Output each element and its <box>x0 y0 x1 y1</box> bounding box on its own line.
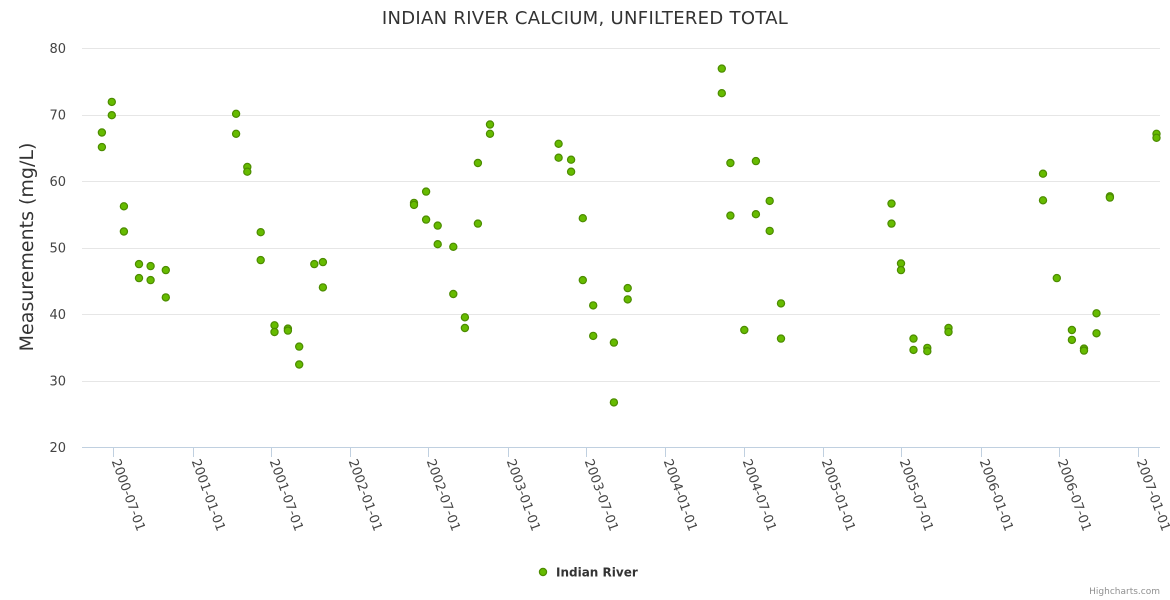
data-point[interactable] <box>231 109 241 119</box>
data-point[interactable] <box>909 334 918 343</box>
data-point[interactable] <box>887 219 896 228</box>
data-point[interactable] <box>751 209 761 219</box>
data-point[interactable] <box>485 120 495 129</box>
data-point[interactable] <box>449 242 458 251</box>
data-point[interactable] <box>433 221 442 230</box>
data-point[interactable] <box>449 289 458 299</box>
data-point[interactable] <box>460 313 470 322</box>
data-point[interactable] <box>1067 325 1077 335</box>
data-point[interactable] <box>295 360 304 369</box>
data-point[interactable] <box>1067 335 1077 345</box>
data-point[interactable] <box>107 97 117 107</box>
data-point[interactable] <box>409 200 419 210</box>
data-point[interactable] <box>554 139 563 148</box>
y-tick-label: 50 <box>49 242 66 257</box>
data-point[interactable] <box>421 215 431 224</box>
data-point[interactable] <box>1052 273 1062 283</box>
y-tick-label: 20 <box>49 441 66 456</box>
data-point[interactable] <box>256 255 265 265</box>
data-point[interactable] <box>295 342 304 351</box>
data-point[interactable] <box>1152 133 1161 142</box>
chart-title: INDIAN RIVER CALCIUM, UNFILTERED TOTAL <box>382 8 788 29</box>
data-point[interactable] <box>460 323 470 333</box>
data-point[interactable] <box>97 142 107 152</box>
data-point[interactable] <box>119 202 129 211</box>
data-points <box>97 64 1161 407</box>
data-point[interactable] <box>566 167 576 176</box>
data-point[interactable] <box>765 196 774 206</box>
data-point[interactable] <box>283 326 293 335</box>
y-axis: 20 30 40 50 60 70 80 <box>49 42 66 456</box>
y-tick-label: 30 <box>49 375 66 390</box>
data-point[interactable] <box>318 257 328 267</box>
data-point[interactable] <box>473 219 483 228</box>
data-point[interactable] <box>887 199 896 208</box>
data-point[interactable] <box>318 283 328 292</box>
data-point[interactable] <box>896 265 906 275</box>
data-point[interactable] <box>1038 196 1048 205</box>
data-point[interactable] <box>134 259 144 269</box>
data-point[interactable] <box>1092 329 1101 338</box>
data-point[interactable] <box>146 275 155 285</box>
data-point[interactable] <box>97 128 107 137</box>
data-point[interactable] <box>421 187 431 196</box>
data-point[interactable] <box>231 129 241 138</box>
legend-marker <box>538 567 548 577</box>
data-point[interactable] <box>909 345 918 355</box>
data-point[interactable] <box>1092 309 1101 318</box>
data-point[interactable] <box>119 227 129 236</box>
data-point[interactable] <box>944 327 953 337</box>
data-point[interactable] <box>1079 346 1089 355</box>
data-point[interactable] <box>726 158 735 168</box>
data-point[interactable] <box>776 299 786 308</box>
y-tick-label: 70 <box>49 109 66 124</box>
data-point[interactable] <box>589 301 598 310</box>
data-point[interactable] <box>609 398 619 407</box>
data-point[interactable] <box>554 153 563 162</box>
data-point[interactable] <box>726 211 735 220</box>
data-point[interactable] <box>589 331 598 341</box>
legend-label: Indian River <box>556 566 638 580</box>
data-point[interactable] <box>717 64 727 73</box>
grid-lines <box>82 48 1160 382</box>
data-point[interactable] <box>776 334 786 343</box>
data-point[interactable] <box>623 283 632 293</box>
y-axis-label: Measurements (mg/L) <box>16 143 38 352</box>
y-tick-label: 60 <box>49 175 66 190</box>
data-point[interactable] <box>161 265 170 275</box>
data-point[interactable] <box>256 227 265 237</box>
legend[interactable]: Indian River <box>538 566 638 580</box>
data-point[interactable] <box>717 88 727 98</box>
data-point[interactable] <box>485 129 495 138</box>
legend-item[interactable]: Indian River <box>538 566 638 580</box>
data-point[interactable] <box>243 167 252 176</box>
data-point[interactable] <box>578 275 588 285</box>
data-point[interactable] <box>1105 193 1115 202</box>
data-point[interactable] <box>609 338 619 347</box>
credits-text[interactable]: Highcharts.com <box>1089 587 1160 597</box>
data-point[interactable] <box>161 293 170 302</box>
data-point[interactable] <box>146 261 155 271</box>
data-point[interactable] <box>566 155 576 164</box>
data-point[interactable] <box>107 110 117 120</box>
y-tick-label: 40 <box>49 308 66 323</box>
data-point[interactable] <box>473 158 483 168</box>
data-point[interactable] <box>433 239 442 249</box>
data-point[interactable] <box>270 327 279 337</box>
data-point[interactable] <box>578 213 588 223</box>
y-tick-label: 80 <box>49 42 66 57</box>
data-point[interactable] <box>310 259 319 269</box>
data-point[interactable] <box>1038 169 1048 178</box>
data-point[interactable] <box>765 226 774 236</box>
data-point[interactable] <box>751 156 761 166</box>
data-point[interactable] <box>740 325 749 335</box>
data-point[interactable] <box>623 295 632 304</box>
data-point[interactable] <box>134 273 144 283</box>
data-point[interactable] <box>923 347 932 356</box>
